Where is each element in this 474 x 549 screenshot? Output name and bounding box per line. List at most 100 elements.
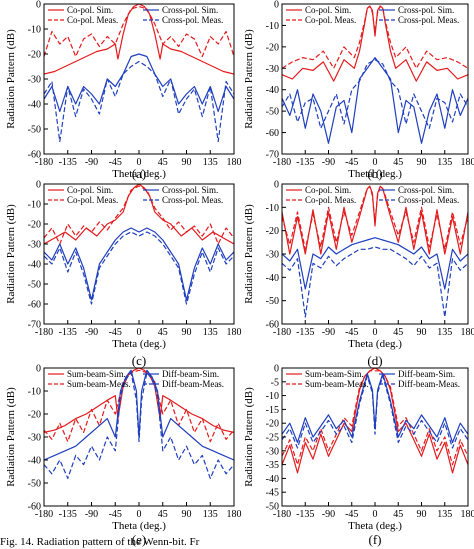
x-axis-label: Theta (deg.) [348,338,402,350]
y-axis-label: Radiation Pattern (dB) [5,29,17,129]
x-tick-label: -135 [296,327,314,338]
y-tick-label: 0 [36,0,41,11]
x-tick-label: 135 [203,509,218,520]
series-line [44,60,234,143]
y-tick-label: -30 [266,250,279,261]
y-tick-label: -10 [28,387,41,398]
x-tick-label: -45 [345,327,358,338]
x-tick-label: 180 [461,157,474,168]
y-tick-label: -60 [266,320,279,331]
x-tick-label: -180 [273,509,291,520]
y-tick-label: -60 [28,502,41,513]
x-tick-label: 135 [437,509,452,520]
y-tick-label: -20 [28,410,41,421]
x-axis-label: Theta (deg.) [112,338,166,350]
chart-panel: -180 -135 -90 -45 0 45 90 135 180 0 -10 -20 -30 -40 -5… [5,364,242,548]
y-tick-label: -30 [266,446,279,457]
y-tick-label: -60 [266,128,279,139]
y-tick-label: -30 [28,75,41,86]
x-tick-label: 0 [373,327,378,338]
y-tick-label: -20 [266,42,279,53]
y-tick-label: -20 [266,226,279,237]
legend-label: Sum-beam-Meas. [305,379,369,389]
y-tick-label: -50 [266,107,279,118]
chart-panel: -180 -135 -90 -45 0 45 90 135 180 0 -10 -20 -30 -40 -5… [5,0,242,181]
x-tick-label: 90 [182,509,192,520]
legend: Co-pol. Sim.Co-pol. Meas. Cross-pol. Sim.… [48,5,223,25]
y-tick-label: -40 [28,100,41,111]
legend-label: Cross-pol. Sim. [162,185,218,195]
series-line [44,369,234,443]
y-tick-label: -30 [266,64,279,75]
series-line [282,5,468,82]
x-tick-label: 90 [417,327,427,338]
y-axis-label: Radiation Pattern (dB) [5,204,17,304]
x-tick-label: -180 [273,157,291,168]
series-line [44,368,234,433]
y-tick-label: -25 [266,433,279,444]
x-tick-label: -90 [322,509,335,520]
x-tick-label: 135 [437,327,452,338]
y-tick-label: -10 [266,203,279,214]
legend-label: Co-pol. Meas. [305,15,356,25]
x-tick-label: 180 [227,327,242,338]
series-group [44,4,234,143]
y-tick-label: 0 [36,364,41,375]
series-line [282,5,468,69]
legend-label: Cross-pol. Sim. [162,5,218,15]
chart-panels: -180 -135 -90 -45 0 45 90 135 180 0 -10 -20 -30 -40 -5… [5,0,474,547]
x-tick-label: -90 [322,157,335,168]
y-tick-label: -60 [28,150,41,161]
series-line [282,246,468,318]
y-tick-label: -20 [28,50,41,61]
y-tick-label: -70 [28,320,41,331]
legend: Sum-beam-Sim.Sum-beam-Meas. Diff-beam-Sim… [48,369,224,389]
series-group [282,5,468,144]
legend-label: Co-pol. Meas. [305,195,356,205]
y-tick-label: -60 [28,300,41,311]
x-tick-label: 45 [158,157,168,168]
series-line [282,185,468,255]
x-tick-label: 90 [417,157,427,168]
y-axis-label: Radiation Pattern (dB) [243,387,255,487]
series-line [282,370,468,466]
y-tick-label: -20 [266,419,279,430]
x-tick-label: 180 [227,157,242,168]
y-axis-label: Radiation Pattern (dB) [5,387,17,487]
y-axis-label: Radiation Pattern (dB) [243,29,255,129]
y-tick-label: -50 [28,125,41,136]
panel-label: (f) [369,532,382,547]
series-line [282,185,468,250]
series-line [44,372,234,479]
series-line [44,227,234,301]
y-tick-label: -15 [266,405,279,416]
legend-label: Co-pol. Meas. [67,195,118,205]
x-tick-label: -45 [109,509,122,520]
legend-label: Diff-beam-Sim. [162,369,219,379]
figure-caption: Fig. 14. Radiation pattern of the Wenn-b… [0,536,200,548]
x-tick-label: 0 [373,157,378,168]
x-axis-label: Theta (deg.) [348,168,402,180]
x-tick-label: -45 [109,327,122,338]
series-group [44,368,234,479]
series-line [44,5,234,58]
legend-label: Co-pol. Sim. [67,5,113,15]
panel-label: (c) [132,353,146,368]
x-tick-label: -45 [345,157,358,168]
chart-panel: -180 -135 -90 -45 0 45 90 135 180 0 -10 -20 -30 -40 -5… [243,180,474,369]
y-tick-label: -70 [266,150,279,161]
x-tick-label: -135 [59,157,77,168]
y-tick-label: -40 [266,273,279,284]
panel-label: (a) [132,166,146,181]
y-tick-label: -40 [266,85,279,96]
legend-label: Cross-pol. Sim. [398,5,454,15]
panel-label: (e) [132,532,146,547]
legend-label: Sum-beam-Sim. [67,369,126,379]
y-tick-label: -30 [28,240,41,251]
x-tick-label: 0 [137,157,142,168]
y-tick-label: 0 [274,180,279,191]
x-tick-label: -180 [35,157,53,168]
x-tick-label: -90 [85,157,98,168]
x-tick-label: 45 [393,509,403,520]
y-tick-label: 0 [36,180,41,191]
